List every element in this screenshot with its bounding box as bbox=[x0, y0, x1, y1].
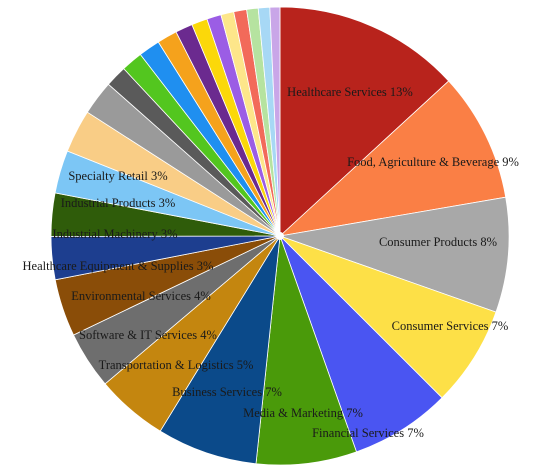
slice-label-financial-services: Financial Services 7% bbox=[312, 426, 424, 440]
pie-center-dot bbox=[276, 232, 284, 240]
slice-label-media-marketing: Media & Marketing 7% bbox=[243, 406, 363, 420]
pie-slices bbox=[50, 6, 510, 465]
slice-label-transportation-logistics: Transportation & Logistics 5% bbox=[99, 358, 254, 372]
pie-slice-consumer-products bbox=[278, 196, 510, 313]
slice-label-healthcare-equipment-supplies: Healthcare Equipment & Supplies 3% bbox=[23, 259, 214, 273]
slice-label-software-it-services: Software & IT Services 4% bbox=[79, 328, 217, 342]
slice-label-healthcare-services: Healthcare Services 13% bbox=[287, 85, 413, 99]
slice-label-business-services: Business Services 7% bbox=[172, 385, 282, 399]
slice-label-consumer-products: Consumer Products 8% bbox=[379, 235, 497, 249]
pie-labels: Healthcare Services 13% Food, Agriculture… bbox=[23, 85, 519, 440]
slice-label-food-agriculture-beverage: Food, Agriculture & Beverage 9% bbox=[347, 155, 519, 169]
pie-slice-financial-services bbox=[279, 235, 443, 453]
slice-label-specialty-retail: Specialty Retail 3% bbox=[68, 169, 167, 183]
pie-slice-business-services bbox=[159, 235, 281, 465]
slice-label-consumer-services: Consumer Services 7% bbox=[392, 319, 509, 333]
slice-label-industrial-products: Industrial Products 3% bbox=[61, 196, 176, 210]
pie-slice-healthcare-services bbox=[279, 6, 450, 237]
pie-slice-unlabeled-26 bbox=[269, 6, 281, 237]
pie-slice-media-marketing bbox=[255, 235, 358, 465]
slice-label-industrial-machinery: Industrial Machinery 3% bbox=[53, 227, 178, 241]
pie-slice-consumer-services bbox=[279, 235, 497, 399]
pie-slice-food-agriculture-beverage bbox=[278, 80, 507, 237]
slice-label-environmental-services: Environmental Services 4% bbox=[71, 289, 211, 303]
